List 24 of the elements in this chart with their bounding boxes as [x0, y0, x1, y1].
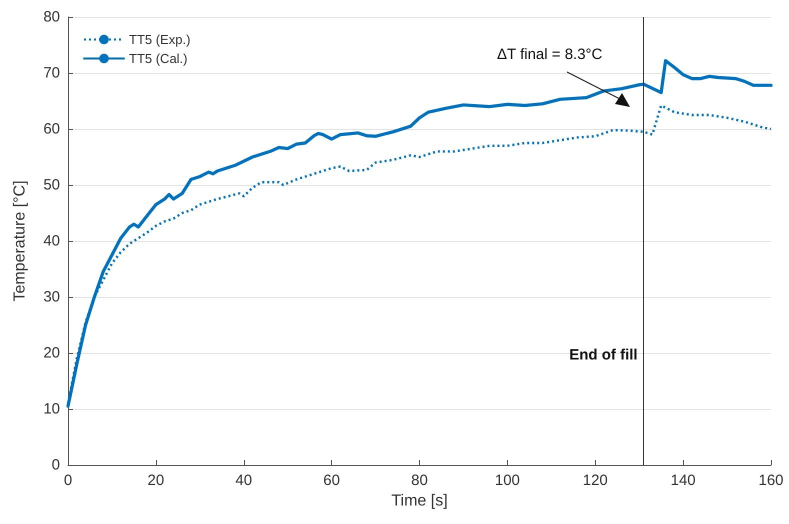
y-tick-label: 50 — [43, 176, 60, 194]
legend-label: TT5 (Exp.) — [129, 32, 190, 47]
x-tick-label: 20 — [148, 472, 164, 489]
x-tick-label: 0 — [64, 472, 72, 489]
annotation: ΔT final = 8.3°C — [497, 46, 602, 63]
x-axis-title: Time [s] — [391, 492, 448, 510]
x-tick-label: 40 — [235, 472, 252, 489]
x-tick-label: 140 — [670, 472, 696, 489]
x-tick-label: 160 — [758, 472, 784, 489]
y-axis-title: Temperature [°C] — [12, 180, 28, 302]
x-tick-label: 100 — [494, 472, 520, 489]
x-tick-label: 80 — [411, 472, 428, 489]
y-tick-label: 40 — [43, 232, 60, 250]
y-tick-label: 80 — [43, 8, 60, 26]
x-tick-label: 60 — [323, 472, 340, 489]
y-tick-label: 10 — [43, 400, 60, 418]
y-tick-label: 70 — [43, 64, 60, 82]
y-tick-label: 0 — [52, 456, 60, 474]
y-tick-label: 60 — [43, 120, 60, 138]
y-tick-label: 20 — [43, 344, 60, 362]
y-tick-label: 30 — [43, 288, 60, 306]
x-tick-label: 120 — [582, 472, 608, 489]
ref-line-label: End of fill — [569, 346, 638, 364]
legend-label: TT5 (Cal.) — [129, 51, 188, 66]
